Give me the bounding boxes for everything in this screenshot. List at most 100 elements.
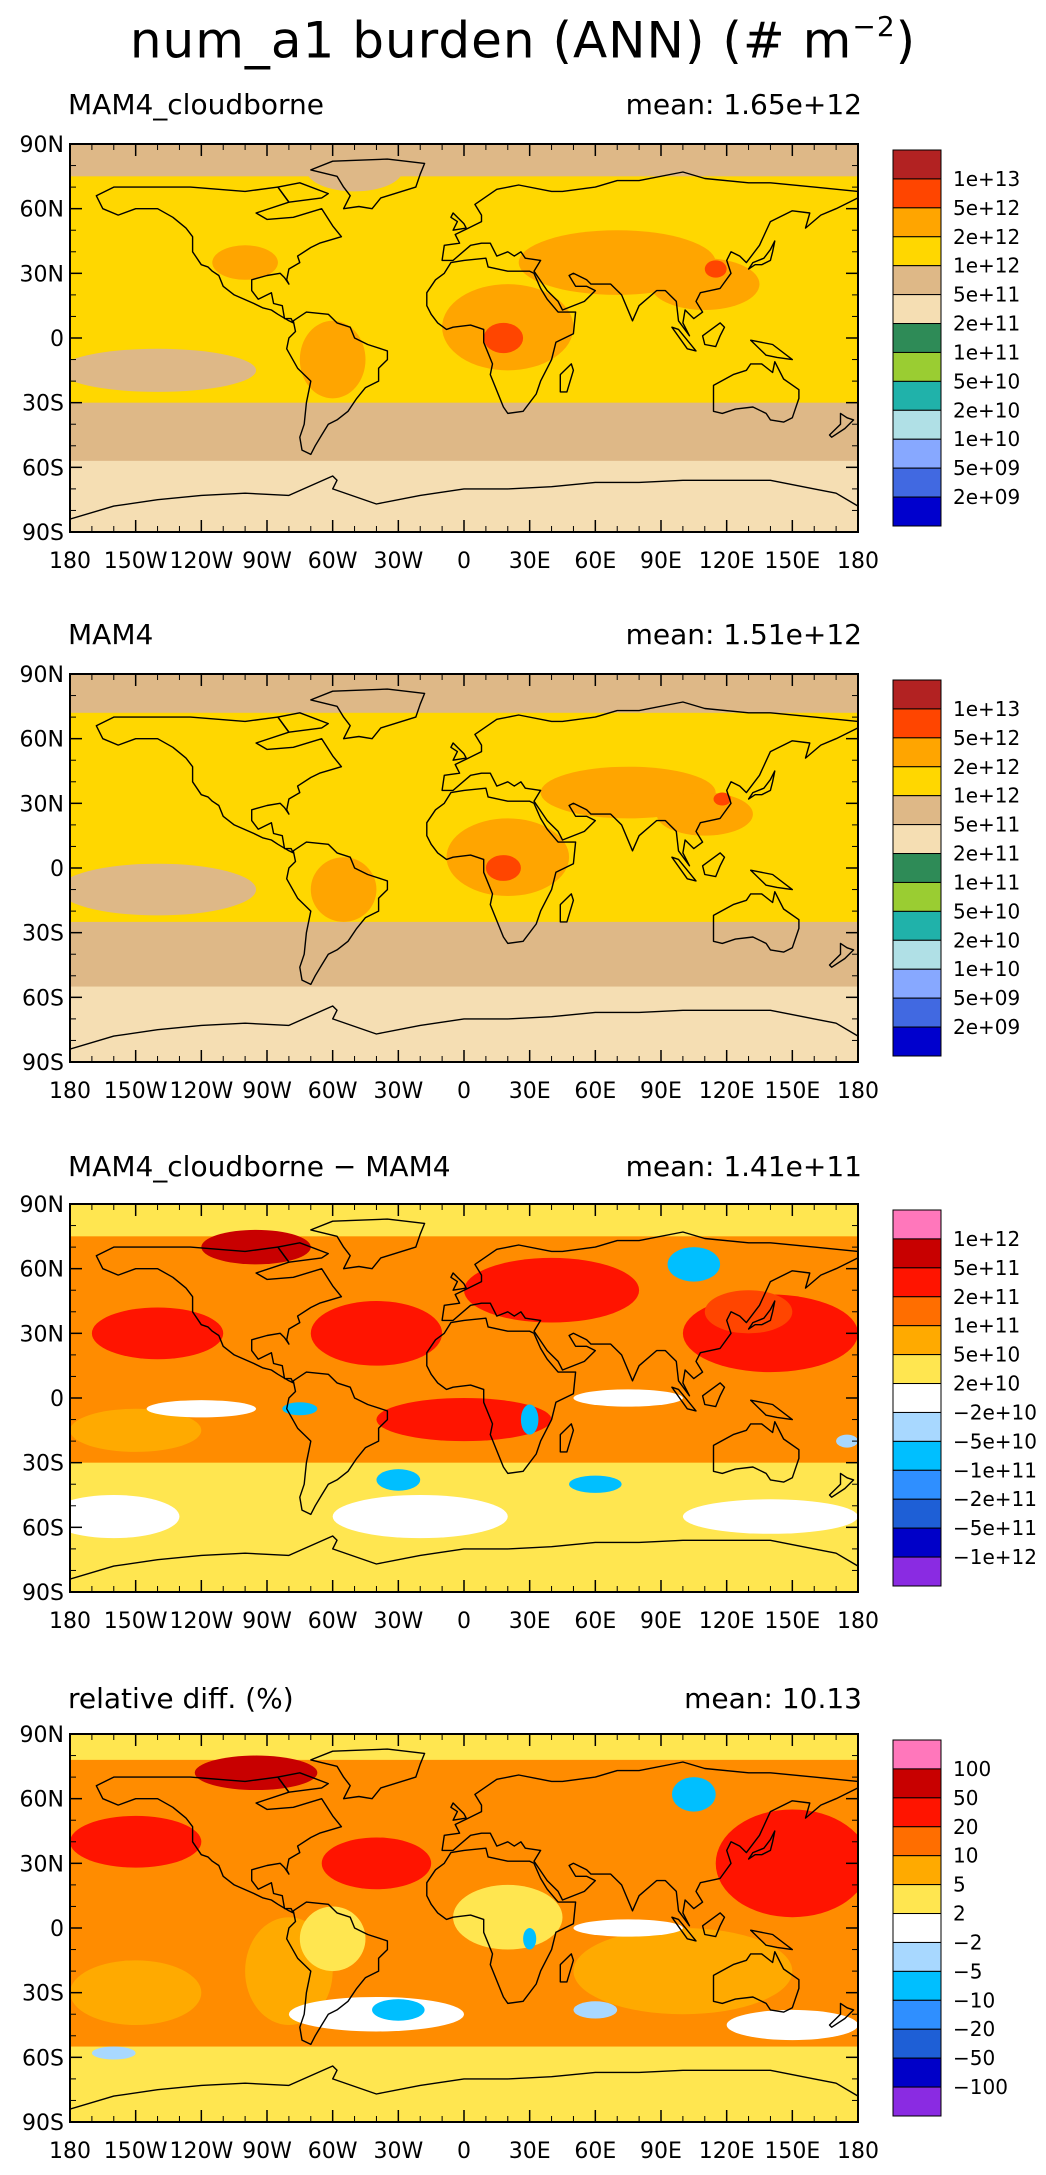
- colorbar-swatch: [892, 1556, 942, 1587]
- coastline-baffin: [277, 182, 329, 203]
- colorbar-swatch: [892, 1941, 942, 1972]
- coastline-australia: [712, 1951, 800, 2013]
- map-plot: 90N 60N 30N 0 30S 60S 90S 180 150W 120W 90W 60W 30W 0…: [20, 663, 1021, 1104]
- lon-label: 90E: [640, 549, 682, 574]
- colorbar-label: 2e+11: [953, 312, 1020, 336]
- coastline-borneo: [701, 322, 726, 348]
- colorbar-swatch: [892, 997, 942, 1028]
- lon-label: 30W: [373, 1609, 423, 1634]
- colorbar-label: 5e+10: [953, 1343, 1020, 1367]
- lat-label: 0: [50, 1387, 64, 1412]
- lon-label: 180: [49, 2139, 91, 2164]
- lon-label: 30W: [373, 1079, 423, 1104]
- coastline-new-guinea: [750, 339, 793, 361]
- colorbar: 1e+13 5e+12 2e+12 1e+12 5e+11 2e+11 1e+11 5e+10…: [892, 149, 1020, 527]
- lon-label: 120E: [699, 1609, 755, 1634]
- contour-blob: [70, 348, 257, 392]
- coastline-greenland: [310, 158, 426, 210]
- lon-label: 0: [457, 1079, 471, 1104]
- colorbar-swatch: [892, 1768, 942, 1799]
- colorbar-swatch: [892, 679, 942, 710]
- contour-blob: [70, 1815, 202, 1868]
- map-plot: 90N 60N 30N 0 30S 60S 90S 180 150W 120W 90W 60W 30W 0…: [20, 133, 1021, 574]
- contour-blob: [704, 260, 727, 278]
- coastline-madagascar: [559, 893, 575, 923]
- contour-blob: [715, 1809, 858, 1918]
- coastline-japan: [747, 240, 776, 270]
- colorbar-label: −50: [953, 2046, 995, 2070]
- contour-blob: [372, 1999, 425, 2021]
- contour-blob: [704, 1290, 793, 1334]
- contour-blob: [91, 1307, 224, 1360]
- contour-blob: [299, 1906, 366, 1972]
- lon-label: 0: [457, 2139, 471, 2164]
- contour-blob: [573, 1389, 683, 1407]
- lon-label: 90E: [640, 2139, 682, 2164]
- colorbar-swatch: [892, 1440, 942, 1471]
- colorbar-swatch: [892, 2057, 942, 2088]
- colorbar-label: 1e+11: [953, 1314, 1020, 1338]
- contour-blob: [310, 857, 377, 922]
- contour-blob: [332, 1495, 508, 1539]
- panel-mean: mean: 1.41e+11: [625, 1150, 862, 1183]
- coastline-new-zealand: [828, 2002, 855, 2028]
- colorbar: 1e+13 5e+12 2e+12 1e+12 5e+11 2e+11 1e+11 5e+10…: [892, 679, 1020, 1057]
- lon-label: 180: [49, 549, 91, 574]
- lon-label: 150E: [764, 1079, 820, 1104]
- coastline-south-america: [286, 841, 389, 986]
- coastline-japan: [747, 770, 776, 800]
- coastline-north-america: [95, 716, 343, 854]
- lon-label: 180: [49, 1079, 91, 1104]
- lat-label: 30S: [22, 922, 64, 947]
- coastline-antarctica: [70, 1005, 858, 1050]
- coastline-greenland: [310, 1748, 426, 1800]
- coastline-uk: [450, 1272, 467, 1291]
- contour-blob: [483, 322, 524, 354]
- colorbar-label: 2e+11: [953, 1285, 1020, 1309]
- contour-blob: [836, 1434, 858, 1448]
- colorbar-swatch: [892, 1383, 942, 1413]
- colorbar-swatch: [892, 380, 942, 411]
- coastline-japan: [747, 1830, 776, 1860]
- coastline-antarctica: [70, 2065, 858, 2110]
- colorbar-swatch: [892, 1999, 942, 2030]
- lon-label: 180: [837, 2139, 879, 2164]
- map-panel-2: MAM4 mean: 1.51e+12 90N 60N 30N 0 30S 60S 90S 1…: [0, 618, 1046, 1108]
- colorbar-label: 1e+11: [953, 340, 1020, 364]
- lon-label: 30W: [373, 549, 423, 574]
- map-field: [70, 1734, 858, 2122]
- panel-title: MAM4_cloudborne − MAM4: [68, 1150, 451, 1183]
- colorbar-label: 2e+12: [953, 755, 1020, 779]
- contour-blob: [376, 1398, 552, 1442]
- lat-label: 60N: [20, 728, 64, 753]
- lon-label: 180: [837, 549, 879, 574]
- contour-blob: [194, 1755, 318, 1791]
- lon-label: 0: [457, 549, 471, 574]
- colorbar-label: 100: [953, 1757, 991, 1781]
- lon-label: 30E: [509, 1079, 551, 1104]
- coastline-south-america: [286, 311, 389, 456]
- lat-label: 90N: [20, 1193, 64, 1218]
- colorbar-label: 5e+12: [953, 196, 1020, 220]
- lon-label: 60E: [574, 1609, 616, 1634]
- colorbar-label: 2e+12: [953, 225, 1020, 249]
- lon-label: 60E: [574, 1079, 616, 1104]
- coastline-madagascar: [559, 1423, 575, 1453]
- figure-title-close: ): [895, 11, 917, 70]
- colorbar-swatch: [892, 1267, 942, 1298]
- lon-label: 90W: [242, 1609, 292, 1634]
- lat-label: 90N: [20, 133, 64, 158]
- contour-blob: [520, 1404, 539, 1435]
- colorbar-label: 5e+11: [953, 1256, 1020, 1280]
- contour-blob: [523, 1928, 537, 1950]
- map-field: [70, 1204, 858, 1592]
- coastline-africa: [426, 787, 577, 945]
- contour-blob: [282, 1402, 318, 1416]
- colorbar-swatch: [892, 1884, 942, 1915]
- colorbar-label: 1e+13: [953, 167, 1020, 191]
- lat-label: 30N: [20, 1322, 64, 1347]
- colorbar-swatch: [892, 1739, 942, 1770]
- colorbar-swatch: [892, 968, 942, 999]
- colorbar-swatch: [892, 1970, 942, 2001]
- colorbar-label: 1e+12: [953, 254, 1020, 278]
